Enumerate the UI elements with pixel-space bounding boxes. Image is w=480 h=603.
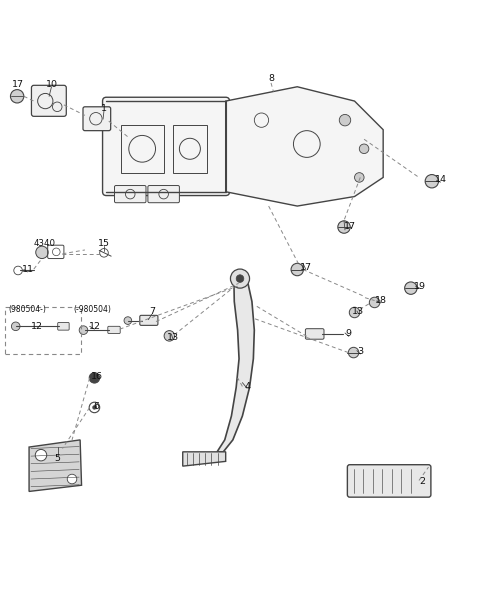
Circle shape [338,221,350,233]
FancyBboxPatch shape [108,326,120,333]
Circle shape [236,275,244,282]
Text: 7: 7 [149,308,155,317]
Polygon shape [217,275,254,452]
Text: 17: 17 [300,263,312,271]
Text: (980504-): (980504-) [9,305,47,314]
Circle shape [67,474,77,484]
Circle shape [36,246,48,259]
Text: 19: 19 [414,282,426,291]
FancyBboxPatch shape [32,85,66,116]
Circle shape [405,282,417,294]
Text: 8: 8 [268,74,274,83]
Circle shape [11,90,24,103]
Text: 16: 16 [91,373,103,382]
FancyBboxPatch shape [148,186,180,203]
Text: 5: 5 [55,453,60,463]
Text: 9: 9 [346,329,352,338]
Circle shape [355,172,364,182]
FancyBboxPatch shape [103,97,229,195]
Text: (-980504): (-980504) [73,305,111,314]
Text: 1: 1 [101,104,107,113]
Circle shape [124,317,132,324]
FancyBboxPatch shape [305,329,324,339]
FancyBboxPatch shape [58,323,69,330]
Bar [5,307,81,354]
Circle shape [35,449,47,461]
Text: 6: 6 [94,402,100,411]
FancyBboxPatch shape [83,107,111,131]
Text: 17: 17 [344,221,356,230]
Bar [120,125,164,172]
Circle shape [339,115,351,126]
Polygon shape [183,452,226,466]
Circle shape [89,373,100,383]
Text: 11: 11 [22,265,34,274]
Circle shape [291,264,303,276]
FancyBboxPatch shape [140,315,158,326]
Text: 10: 10 [46,80,58,89]
Circle shape [348,347,359,358]
Text: 2: 2 [420,478,425,487]
Circle shape [12,322,20,330]
Text: 12: 12 [88,322,100,331]
Circle shape [93,406,96,409]
Text: 15: 15 [98,239,110,248]
Text: 4340: 4340 [33,239,55,248]
FancyBboxPatch shape [115,186,146,203]
Circle shape [164,330,175,341]
Polygon shape [29,440,82,491]
Circle shape [230,269,250,288]
Circle shape [425,174,439,188]
Text: 13: 13 [352,306,364,315]
Circle shape [349,307,360,318]
Text: 18: 18 [375,296,387,305]
Text: 3: 3 [357,347,363,356]
Circle shape [360,144,369,154]
Text: 13: 13 [167,333,179,342]
Polygon shape [226,87,383,206]
Text: 17: 17 [12,80,24,89]
Bar [173,125,206,172]
Circle shape [369,297,380,308]
FancyBboxPatch shape [348,465,431,497]
Text: 14: 14 [434,175,446,185]
Text: 4: 4 [244,382,250,391]
Circle shape [79,326,88,335]
Text: 12: 12 [31,322,43,331]
